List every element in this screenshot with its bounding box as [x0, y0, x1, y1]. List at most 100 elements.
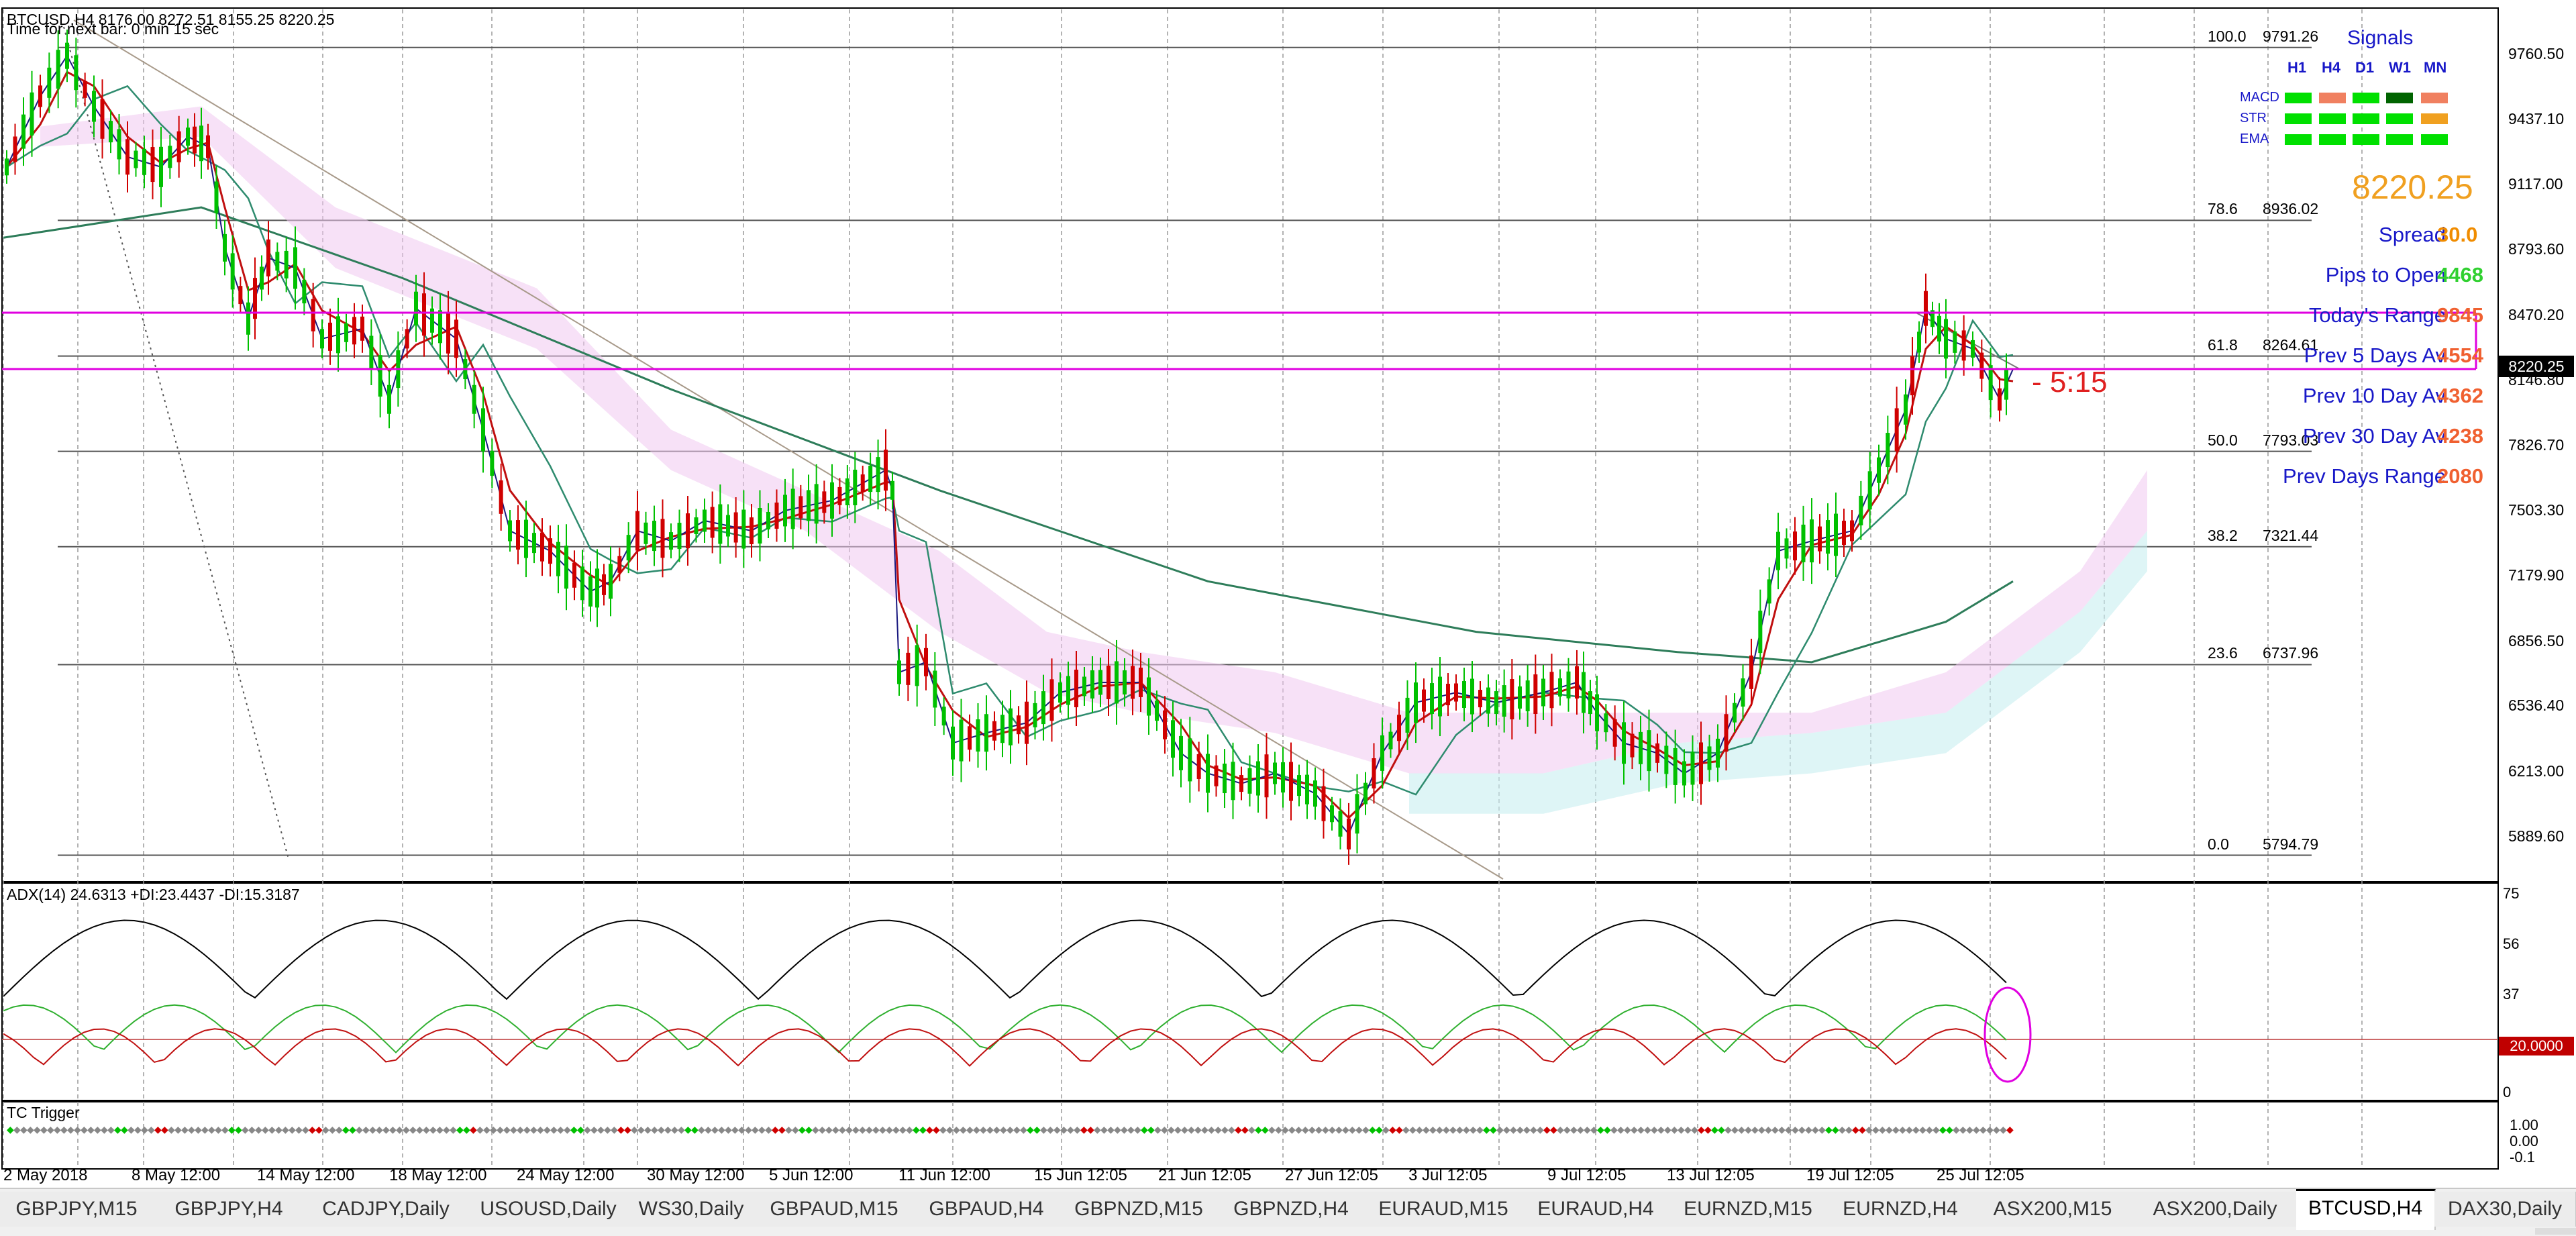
chart-tab[interactable]: BTCUSD,H4 [2296, 1189, 2436, 1230]
candle-body [1639, 731, 1643, 764]
candle-body [1438, 676, 1442, 717]
tc-mark: ◆ [1215, 1125, 1222, 1135]
candle-body [726, 515, 730, 537]
chart-tab[interactable]: GBPAUD,M15 [753, 1192, 917, 1227]
candle-body [941, 707, 946, 726]
tc-mark: ◆ [1879, 1125, 1886, 1135]
tc-mark: ◆ [1563, 1125, 1571, 1135]
time-tick-label: 9 Jul 12:05 [1547, 1166, 1627, 1184]
chart-tab[interactable]: ASX200,Daily [2134, 1192, 2298, 1227]
candle-body [540, 532, 544, 562]
candle-body [1139, 667, 1143, 697]
candle-body [1699, 742, 1703, 784]
chart-tab[interactable]: USOUSD,Daily [467, 1192, 631, 1227]
current-price-tag: 8220.25 [2499, 356, 2574, 377]
candle-body [617, 556, 622, 573]
tc-mark: ◆ [1194, 1125, 1202, 1135]
chart-tab[interactable]: GBPNZD,M15 [1058, 1192, 1221, 1227]
tab-scroll-icon[interactable] [2535, 1228, 2576, 1235]
tc-mark: ◆ [1973, 1125, 1980, 1135]
tc-mark: ◆ [1899, 1125, 1906, 1135]
candle-body [1733, 703, 1737, 723]
tc-mark: ◆ [671, 1125, 678, 1135]
candle-body [1066, 676, 1070, 705]
tc-mark: ◆ [1188, 1125, 1195, 1135]
tc-mark: ◆ [1523, 1125, 1531, 1135]
chart-tab[interactable]: GBPJPY,M15 [0, 1192, 154, 1227]
candle-body [134, 150, 138, 168]
tc-mark: ◆ [215, 1125, 222, 1135]
price-tick-label: 6213.00 [2508, 762, 2565, 780]
tc-mark: ◆ [1208, 1125, 1215, 1135]
tc-mark: ◆ [1926, 1125, 1933, 1135]
signal-indicator [2353, 113, 2379, 124]
candle-body [1867, 471, 1872, 510]
chart-tab[interactable]: GBPNZD,H4 [1220, 1192, 1363, 1227]
tc-mark: ◆ [980, 1125, 987, 1135]
candle-body [1380, 735, 1384, 771]
chart-tab[interactable]: EURAUD,M15 [1362, 1192, 1526, 1227]
tc-mark: ◆ [939, 1125, 947, 1135]
time-tick-label: 18 May 12:00 [389, 1166, 487, 1184]
price-chart[interactable]: ◆ ◆ ◆ ◆ ◆ ◆ ◆ ◆ ◆ ◆ ◆ ◆ ◆ ◆ ◆ ◆ ◆ ◆ ◆ ◆ ◆ ◆ ◆ ◆ ◆ ◆ ◆ ◆ ◆ ◆ ◆ ◆ ◆ ◆ ◆ ◆ ◆ ◆ ◆ ◆… [0, 0, 2576, 1188]
chart-tab[interactable]: GBPJPY,H4 [153, 1192, 306, 1227]
tc-mark: ◆ [369, 1125, 376, 1135]
price-tick-label: 9760.50 [2508, 45, 2565, 62]
time-tick-label: 14 May 12:00 [257, 1166, 355, 1184]
time-tick-label: 19 Jul 12:05 [1806, 1166, 1894, 1184]
candle-body [109, 121, 113, 143]
fib-pct-label: 38.2 [2208, 526, 2238, 544]
fib-pct-label: 0.0 [2208, 835, 2229, 853]
candle-body [142, 148, 146, 175]
fib-price-label: 7321.44 [2263, 526, 2319, 544]
candle-body [206, 135, 210, 158]
tc-mark: ◆ [1181, 1125, 1188, 1135]
ichimoku-cloud-bull [1409, 531, 2147, 814]
signal-indicator [2319, 113, 2346, 124]
tc-mark: ◆ [570, 1125, 578, 1135]
tc-mark: ◆ [886, 1125, 893, 1135]
tc-mark: ◆ [1423, 1125, 1430, 1135]
tc-mark: ◆ [537, 1125, 544, 1135]
tc-mark: ◆ [121, 1125, 128, 1135]
tc-mark: ◆ [1060, 1125, 1068, 1135]
candle-body [422, 293, 426, 336]
tc-mark: ◆ [1369, 1125, 1376, 1135]
tc-mark: ◆ [1691, 1125, 1698, 1135]
tc-mark: ◆ [731, 1125, 739, 1135]
signals-row-label: EMA [2240, 132, 2269, 146]
time-tick-label: 11 Jun 12:00 [898, 1166, 991, 1184]
tc-mark: ◆ [503, 1125, 511, 1135]
tc-mark: ◆ [1074, 1125, 1081, 1135]
chart-tab[interactable]: ASX200,M15 [1971, 1192, 2135, 1227]
candle-body [652, 521, 656, 552]
chart-tab[interactable]: WS30,Daily [629, 1192, 754, 1227]
tc-mark: ◆ [986, 1125, 994, 1135]
candle-body [1405, 697, 1410, 733]
tc-mark: ◆ [1295, 1125, 1302, 1135]
chart-tab[interactable]: EURNZD,H4 [1829, 1192, 1973, 1227]
tc-mark: ◆ [463, 1125, 470, 1135]
candle-body [168, 146, 172, 168]
chart-tab[interactable]: DAX30,Daily [2434, 1192, 2576, 1227]
chart-tab-bar: GBPJPY,M15 GBPJPY,H4 CADJPY,Daily USOUSD,Da… [0, 1188, 2576, 1236]
tc-mark: ◆ [1644, 1125, 1651, 1135]
tc-mark: ◆ [624, 1125, 631, 1135]
tc-mark: ◆ [1892, 1125, 1900, 1135]
tc-mark: ◆ [1161, 1125, 1168, 1135]
tc-mark: ◆ [87, 1125, 95, 1135]
chart-tab[interactable]: EURAUD,H4 [1525, 1192, 1668, 1227]
fib-pct-label: 50.0 [2208, 431, 2238, 449]
candle-body [1979, 352, 1984, 379]
stat-value: 4468 [2437, 263, 2483, 287]
tc-mark: ◆ [879, 1125, 886, 1135]
chart-tab[interactable]: CADJPY,Daily [305, 1192, 468, 1227]
tc-mark: ◆ [1785, 1125, 1792, 1135]
chart-tab[interactable]: EURNZD,M15 [1667, 1192, 1831, 1227]
tc-mark: ◆ [2006, 1125, 2014, 1135]
signals-row-label: MACD [2240, 90, 2279, 105]
chart-tab[interactable]: GBPAUD,H4 [915, 1192, 1059, 1227]
tc-mark: ◆ [443, 1125, 450, 1135]
big-price: 8220.25 [2352, 168, 2473, 206]
